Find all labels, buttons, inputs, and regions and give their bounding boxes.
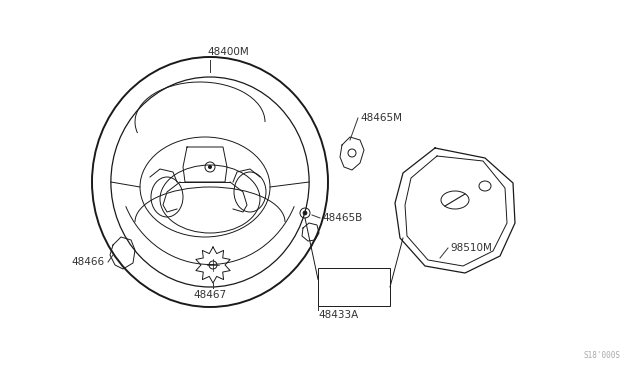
Text: 48465M: 48465M <box>360 113 402 123</box>
Text: 48467: 48467 <box>193 290 227 300</box>
Text: 48466: 48466 <box>72 257 104 267</box>
Text: 98510M: 98510M <box>450 243 492 253</box>
Ellipse shape <box>303 211 307 215</box>
Text: 48465B: 48465B <box>322 213 362 223</box>
Ellipse shape <box>209 166 211 169</box>
Text: 48400M: 48400M <box>207 47 249 57</box>
Text: S18'000S: S18'000S <box>583 351 620 360</box>
Bar <box>318 268 390 306</box>
Text: 48433A: 48433A <box>318 310 358 320</box>
